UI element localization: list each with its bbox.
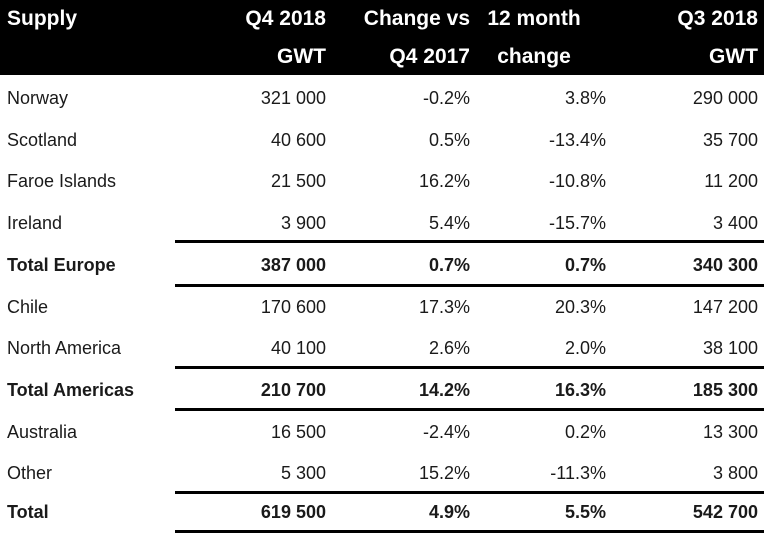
cell-q3-2018: 290 000 (692, 88, 758, 108)
cell-q3-2018: 38 100 (702, 338, 758, 358)
header-q4-2018: Q4 2018 GWT (175, 0, 326, 76)
table-row-total-americas: Total Americas 210 700 14.2% 16.3% 185 3… (0, 370, 764, 411)
header-q3-2018-line1: Q3 2018 (677, 7, 758, 30)
cell-q4-2018: 16 500 (270, 422, 326, 442)
row-label: Ireland (7, 213, 63, 233)
cell-q3-2018: 11 200 (704, 171, 758, 191)
row-label: Australia (7, 422, 78, 442)
row-label: Total (7, 502, 49, 522)
cell-q4-2018: 40 100 (270, 338, 326, 358)
cell-change-vs-q4-2017: -2.4% (422, 422, 470, 442)
cell-12-month-change: -15.7% (548, 213, 606, 233)
cell-change-vs-q4-2017: 16.2% (418, 171, 470, 191)
cell-12-month-change: 20.3% (554, 297, 606, 317)
cell-q4-2018: 321 000 (260, 88, 326, 108)
header-change-vs-q4-2017: Change vs Q4 2017 (326, 0, 470, 76)
cell-change-vs-q4-2017: 2.6% (428, 338, 470, 358)
row-label: Faroe Islands (7, 171, 117, 191)
cell-q4-2018: 170 600 (260, 297, 326, 317)
cell-q4-2018: 387 000 (260, 255, 326, 275)
cell-q3-2018: 185 300 (692, 380, 758, 400)
cell-q4-2018: 3 900 (280, 213, 326, 233)
cell-change-vs-q4-2017: 5.4% (428, 213, 470, 233)
cell-q4-2018: 21 500 (270, 171, 326, 191)
header-supply: Supply (7, 7, 78, 30)
subtotal-rule-bottom (175, 408, 764, 411)
cell-12-month-change: -11.3% (550, 463, 606, 483)
cell-q4-2018: 619 500 (260, 502, 326, 522)
header-12-month-change: 12 month change (470, 0, 598, 76)
cell-q3-2018: 35 700 (702, 130, 758, 150)
cell-q3-2018: 147 200 (692, 297, 758, 317)
cell-12-month-change: 2.0% (564, 338, 606, 358)
row-label: Total Americas (7, 380, 135, 400)
table-row: Faroe Islands 21 500 16.2% -10.8% 11 200 (0, 161, 764, 202)
header-12-month-line2: change (497, 45, 571, 68)
subtotal-rule-bottom (175, 284, 764, 287)
row-label: North America (7, 338, 122, 358)
table-header: Supply Q4 2018 GWT Change vs Q4 2017 12 … (0, 0, 764, 75)
cell-q3-2018: 3 400 (712, 213, 758, 233)
cell-12-month-change: 0.2% (564, 422, 606, 442)
table-row: North America 40 100 2.6% 2.0% 38 100 (0, 328, 764, 369)
header-12-month-line1: 12 month (487, 7, 581, 30)
row-label: Other (7, 463, 53, 483)
cell-q3-2018: 3 800 (712, 463, 758, 483)
table-row: Scotland 40 600 0.5% -13.4% 35 700 (0, 120, 764, 161)
cell-change-vs-q4-2017: 17.3% (418, 297, 470, 317)
subtotal-rule-top (175, 366, 764, 369)
cell-12-month-change: -10.8% (548, 171, 606, 191)
table-row: Other 5 300 15.2% -11.3% 3 800 (0, 453, 764, 494)
row-label: Scotland (7, 130, 78, 150)
row-label: Norway (7, 88, 69, 108)
table-row-total-europe: Total Europe 387 000 0.7% 0.7% 340 300 (0, 245, 764, 286)
cell-change-vs-q4-2017: 4.9% (428, 502, 470, 522)
cell-q4-2018: 210 700 (260, 380, 326, 400)
cell-12-month-change: 3.8% (564, 88, 606, 108)
header-change-line2: Q4 2017 (389, 45, 470, 68)
cell-change-vs-q4-2017: -0.2% (422, 88, 470, 108)
cell-q3-2018: 13 300 (702, 422, 758, 442)
cell-change-vs-q4-2017: 0.7% (428, 255, 470, 275)
table-row: Australia 16 500 -2.4% 0.2% 13 300 (0, 412, 764, 453)
row-label: Total Europe (7, 255, 116, 275)
table-row: Chile 170 600 17.3% 20.3% 147 200 (0, 287, 764, 328)
header-q4-2018-line2: GWT (277, 45, 326, 68)
table-row: Norway 321 000 -0.2% 3.8% 290 000 (0, 78, 764, 119)
cell-q3-2018: 340 300 (692, 255, 758, 275)
cell-q4-2018: 40 600 (270, 130, 326, 150)
cell-12-month-change: 0.7% (564, 255, 606, 275)
total-rule-bottom (175, 530, 764, 533)
table-row: Ireland 3 900 5.4% -15.7% 3 400 (0, 203, 764, 244)
cell-q4-2018: 5 300 (280, 463, 326, 483)
subtotal-rule-top (175, 240, 764, 243)
cell-q3-2018: 542 700 (692, 502, 758, 522)
cell-12-month-change: 5.5% (564, 502, 606, 522)
header-q3-2018: Q3 2018 GWT (606, 0, 758, 76)
table-row-total: Total 619 500 4.9% 5.5% 542 700 (0, 492, 764, 533)
cell-12-month-change: -13.4% (548, 130, 606, 150)
header-change-line1: Change vs (363, 7, 470, 30)
row-label: Chile (7, 297, 49, 317)
header-q3-2018-line2: GWT (709, 45, 758, 68)
header-q4-2018-line1: Q4 2018 (245, 7, 326, 30)
cell-change-vs-q4-2017: 15.2% (418, 463, 470, 483)
total-rule-top (175, 491, 764, 494)
cell-change-vs-q4-2017: 0.5% (428, 130, 470, 150)
cell-change-vs-q4-2017: 14.2% (418, 380, 470, 400)
cell-12-month-change: 16.3% (554, 380, 606, 400)
